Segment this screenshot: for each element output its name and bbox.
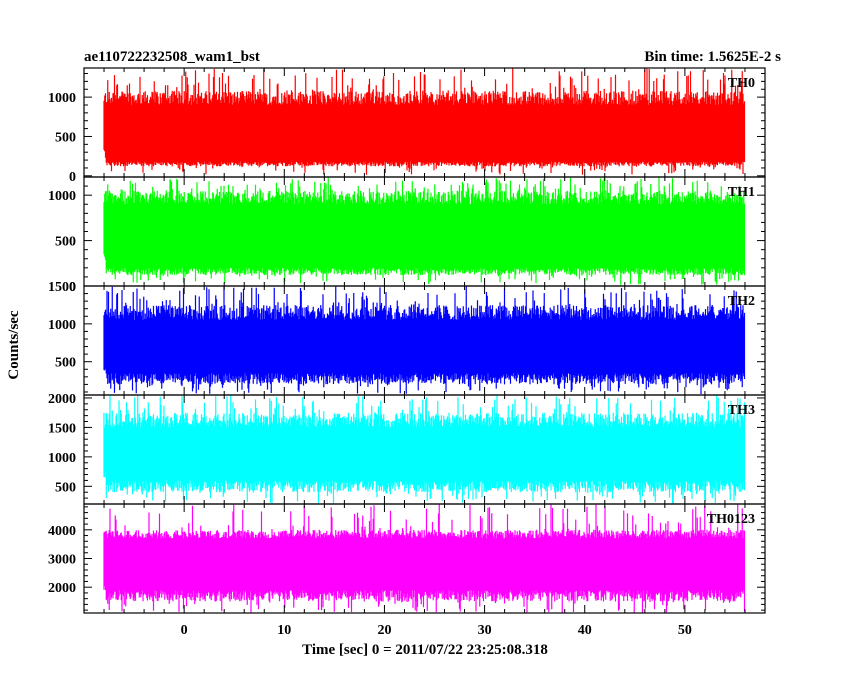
panel-th3: 500 1000 1500 2000 TH3 bbox=[48, 392, 766, 505]
y-tick-label: 2000 bbox=[48, 581, 76, 596]
x-tick-label: 0 bbox=[181, 623, 188, 638]
x-tick-label: 50 bbox=[678, 623, 692, 638]
y-tick-label: 3000 bbox=[48, 553, 76, 568]
series-th2 bbox=[103, 286, 746, 394]
y-tick-label: 1500 bbox=[48, 280, 76, 295]
y-tick-label: 1000 bbox=[48, 451, 76, 466]
x-tick-label: 20 bbox=[377, 623, 391, 638]
panel-th0123: 2000 3000 4000 TH0123 bbox=[48, 503, 766, 614]
x-tick-label: 30 bbox=[478, 623, 492, 638]
x-tick-label: 40 bbox=[578, 623, 592, 638]
y-tick-label: 500 bbox=[55, 235, 76, 250]
y-tick-label: 4000 bbox=[48, 524, 76, 539]
x-axis-label: Time [sec] 0 = 2011/07/22 23:25:08.318 bbox=[302, 642, 548, 658]
y-tick-label: 1500 bbox=[48, 421, 76, 436]
x-tick-label: 10 bbox=[277, 623, 291, 638]
panel-label: TH3 bbox=[728, 403, 755, 418]
panel-label: TH2 bbox=[728, 294, 755, 309]
y-tick-label: 0 bbox=[69, 280, 76, 295]
y-tick-label: 1000 bbox=[48, 91, 76, 106]
series-th3 bbox=[103, 395, 746, 504]
panel-th2: 500 1000 1500 TH2 bbox=[48, 280, 766, 396]
y-tick-label: 1000 bbox=[48, 318, 76, 333]
y-tick-label: 500 bbox=[55, 356, 76, 371]
panel-label: TH0123 bbox=[707, 512, 755, 527]
y-tick-label: 1000 bbox=[48, 189, 76, 204]
panel-label: TH0 bbox=[728, 76, 755, 91]
series-th1 bbox=[103, 177, 746, 285]
plot-title: ae110722232508_wam1_bst bbox=[84, 49, 260, 65]
panel-th1: 0 500 1000 TH1 bbox=[48, 176, 766, 295]
y-tick-label: 500 bbox=[55, 480, 76, 495]
series-th0123 bbox=[103, 504, 746, 613]
y-tick-label: 2000 bbox=[48, 392, 76, 407]
y-tick-label: 500 bbox=[55, 130, 76, 145]
series-th0 bbox=[103, 68, 746, 175]
bin-time-label: Bin time: 1.5625E-2 s bbox=[644, 49, 781, 65]
panel-label: TH1 bbox=[728, 185, 755, 200]
y-axis-label: Counts/sec bbox=[6, 310, 22, 380]
y-tick-label: 0 bbox=[69, 170, 76, 185]
panel-th0: 0 500 1000 TH0 bbox=[48, 67, 766, 185]
